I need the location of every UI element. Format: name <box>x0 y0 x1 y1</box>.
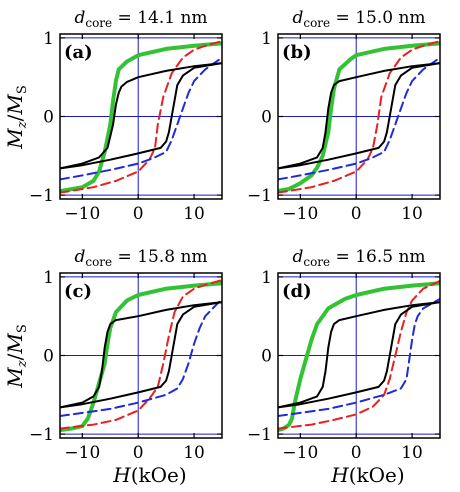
x-tick-label: 10 <box>401 443 423 463</box>
curve-black-solid <box>60 62 222 170</box>
y-axis-label-part: M <box>3 333 27 355</box>
panel-label: (a) <box>64 42 93 63</box>
panel-title: dcore = 14.1 nm <box>74 8 207 30</box>
curve-black-solid <box>278 62 440 170</box>
y-axis-label-part: S <box>15 324 30 333</box>
panel-title: dcore = 15.8 nm <box>74 247 207 269</box>
x-axis-label-unit: (kOe) <box>131 463 187 487</box>
curve-black-solid <box>278 301 440 409</box>
curve-red-dashed <box>60 279 222 430</box>
y-tick-label: −1 <box>247 186 272 206</box>
y-tick-label: −1 <box>29 186 54 206</box>
y-tick-label: 1 <box>261 268 272 288</box>
x-tick-label: −10 <box>282 443 318 463</box>
chart-panel: dcore = 14.1 nm−10 0 10−101(a) <box>29 8 223 224</box>
panel-title-value: = 16.5 nm <box>330 247 425 267</box>
x-tick-label: 0 <box>133 204 144 224</box>
curves-group <box>60 40 222 194</box>
curve-black-solid <box>60 62 222 170</box>
panel-title: dcore = 15.0 nm <box>292 8 425 30</box>
curve-red-dashed <box>278 279 440 430</box>
x-axis-label-symbol: H <box>112 463 131 487</box>
y-tick-label: 0 <box>261 108 272 128</box>
panels-group: dcore = 14.1 nm−10 0 10−101(a)dcore = 15.0… <box>29 8 441 463</box>
curve-green-thick <box>60 281 222 433</box>
x-tick-label: 10 <box>401 204 423 224</box>
chart-panel: dcore = 15.8 nm−10 0 10−101(c) <box>29 247 223 463</box>
y-axis-label-part: M <box>3 94 27 116</box>
panel-title-subscript: core <box>303 16 330 30</box>
x-axis-label-unit: (kOe) <box>349 463 405 487</box>
y-tick-label: 0 <box>261 347 272 367</box>
y-axis-label-part: S <box>15 85 30 94</box>
y-axis-label-part: M <box>3 128 27 150</box>
panel-title-subscript: core <box>85 16 112 30</box>
chart-panel: dcore = 15.0 nm−10 0 10−101(b) <box>247 8 441 224</box>
y-tick-label: −1 <box>247 425 272 445</box>
curve-blue-dashed <box>60 297 222 417</box>
x-axis-label-left: H(kOe) <box>112 463 186 487</box>
curve-black-solid <box>278 301 440 409</box>
x-axis-label-symbol: H <box>330 463 349 487</box>
y-tick-label: 1 <box>43 29 54 49</box>
curve-green-thick <box>278 41 440 194</box>
x-tick-label: −10 <box>64 443 100 463</box>
panel-label: (b) <box>282 42 312 63</box>
y-axis-label-part: / <box>3 114 27 121</box>
y-axis-label-part: z <box>15 121 30 129</box>
curve-black-solid <box>278 62 440 170</box>
panel-title-subscript: core <box>85 255 112 269</box>
x-tick-label: −10 <box>64 204 100 224</box>
curve-blue-dashed <box>278 56 440 181</box>
x-tick-label: 10 <box>183 204 205 224</box>
y-tick-label: 0 <box>43 347 54 367</box>
panel-title-symbol: d <box>292 8 303 28</box>
curve-red-dashed <box>60 40 222 194</box>
y-axis-label-text: Mz/MS <box>3 324 30 388</box>
curves-group <box>278 279 440 433</box>
curve-green-thick <box>278 281 440 433</box>
curve-blue-dashed <box>60 56 222 181</box>
curve-black-solid <box>60 301 222 409</box>
y-tick-label: −1 <box>29 425 54 445</box>
panel-title-value: = 15.8 nm <box>112 247 207 267</box>
curve-black-solid <box>60 301 222 409</box>
panel-title-symbol: d <box>292 247 303 267</box>
y-axis-label-text: Mz/MS <box>3 85 30 149</box>
y-tick-label: 0 <box>43 108 54 128</box>
y-tick-label: 1 <box>43 268 54 288</box>
y-axis-label-top: Mz/MS <box>3 85 30 149</box>
panel-title: dcore = 16.5 nm <box>292 247 425 269</box>
panel-label: (d) <box>282 281 312 302</box>
x-tick-label: 0 <box>133 443 144 463</box>
y-axis-label-part: z <box>15 360 30 368</box>
panel-title-symbol: d <box>74 8 85 28</box>
curve-red-dashed <box>278 40 440 194</box>
curves-group <box>278 40 440 194</box>
curves-group <box>60 279 222 433</box>
x-tick-label: 0 <box>351 204 362 224</box>
panel-title-value: = 15.0 nm <box>330 8 425 28</box>
panel-title-value: = 14.1 nm <box>112 8 207 28</box>
y-axis-label-part: / <box>3 353 27 360</box>
curve-green-thick <box>60 41 222 194</box>
panel-label: (c) <box>64 281 92 302</box>
x-tick-label: 10 <box>183 443 205 463</box>
y-tick-label: 1 <box>261 29 272 49</box>
panel-title-subscript: core <box>303 255 330 269</box>
y-axis-label-bottom: Mz/MS <box>3 324 30 388</box>
y-axis-label-part: M <box>3 367 27 389</box>
chart-panel: dcore = 16.5 nm−10 0 10−101(d) <box>247 247 441 463</box>
curve-blue-dashed <box>278 297 440 417</box>
x-axis-label-right: H(kOe) <box>330 463 404 487</box>
x-tick-label: −10 <box>282 204 318 224</box>
panel-title-symbol: d <box>74 247 85 267</box>
x-tick-label: 0 <box>351 443 362 463</box>
